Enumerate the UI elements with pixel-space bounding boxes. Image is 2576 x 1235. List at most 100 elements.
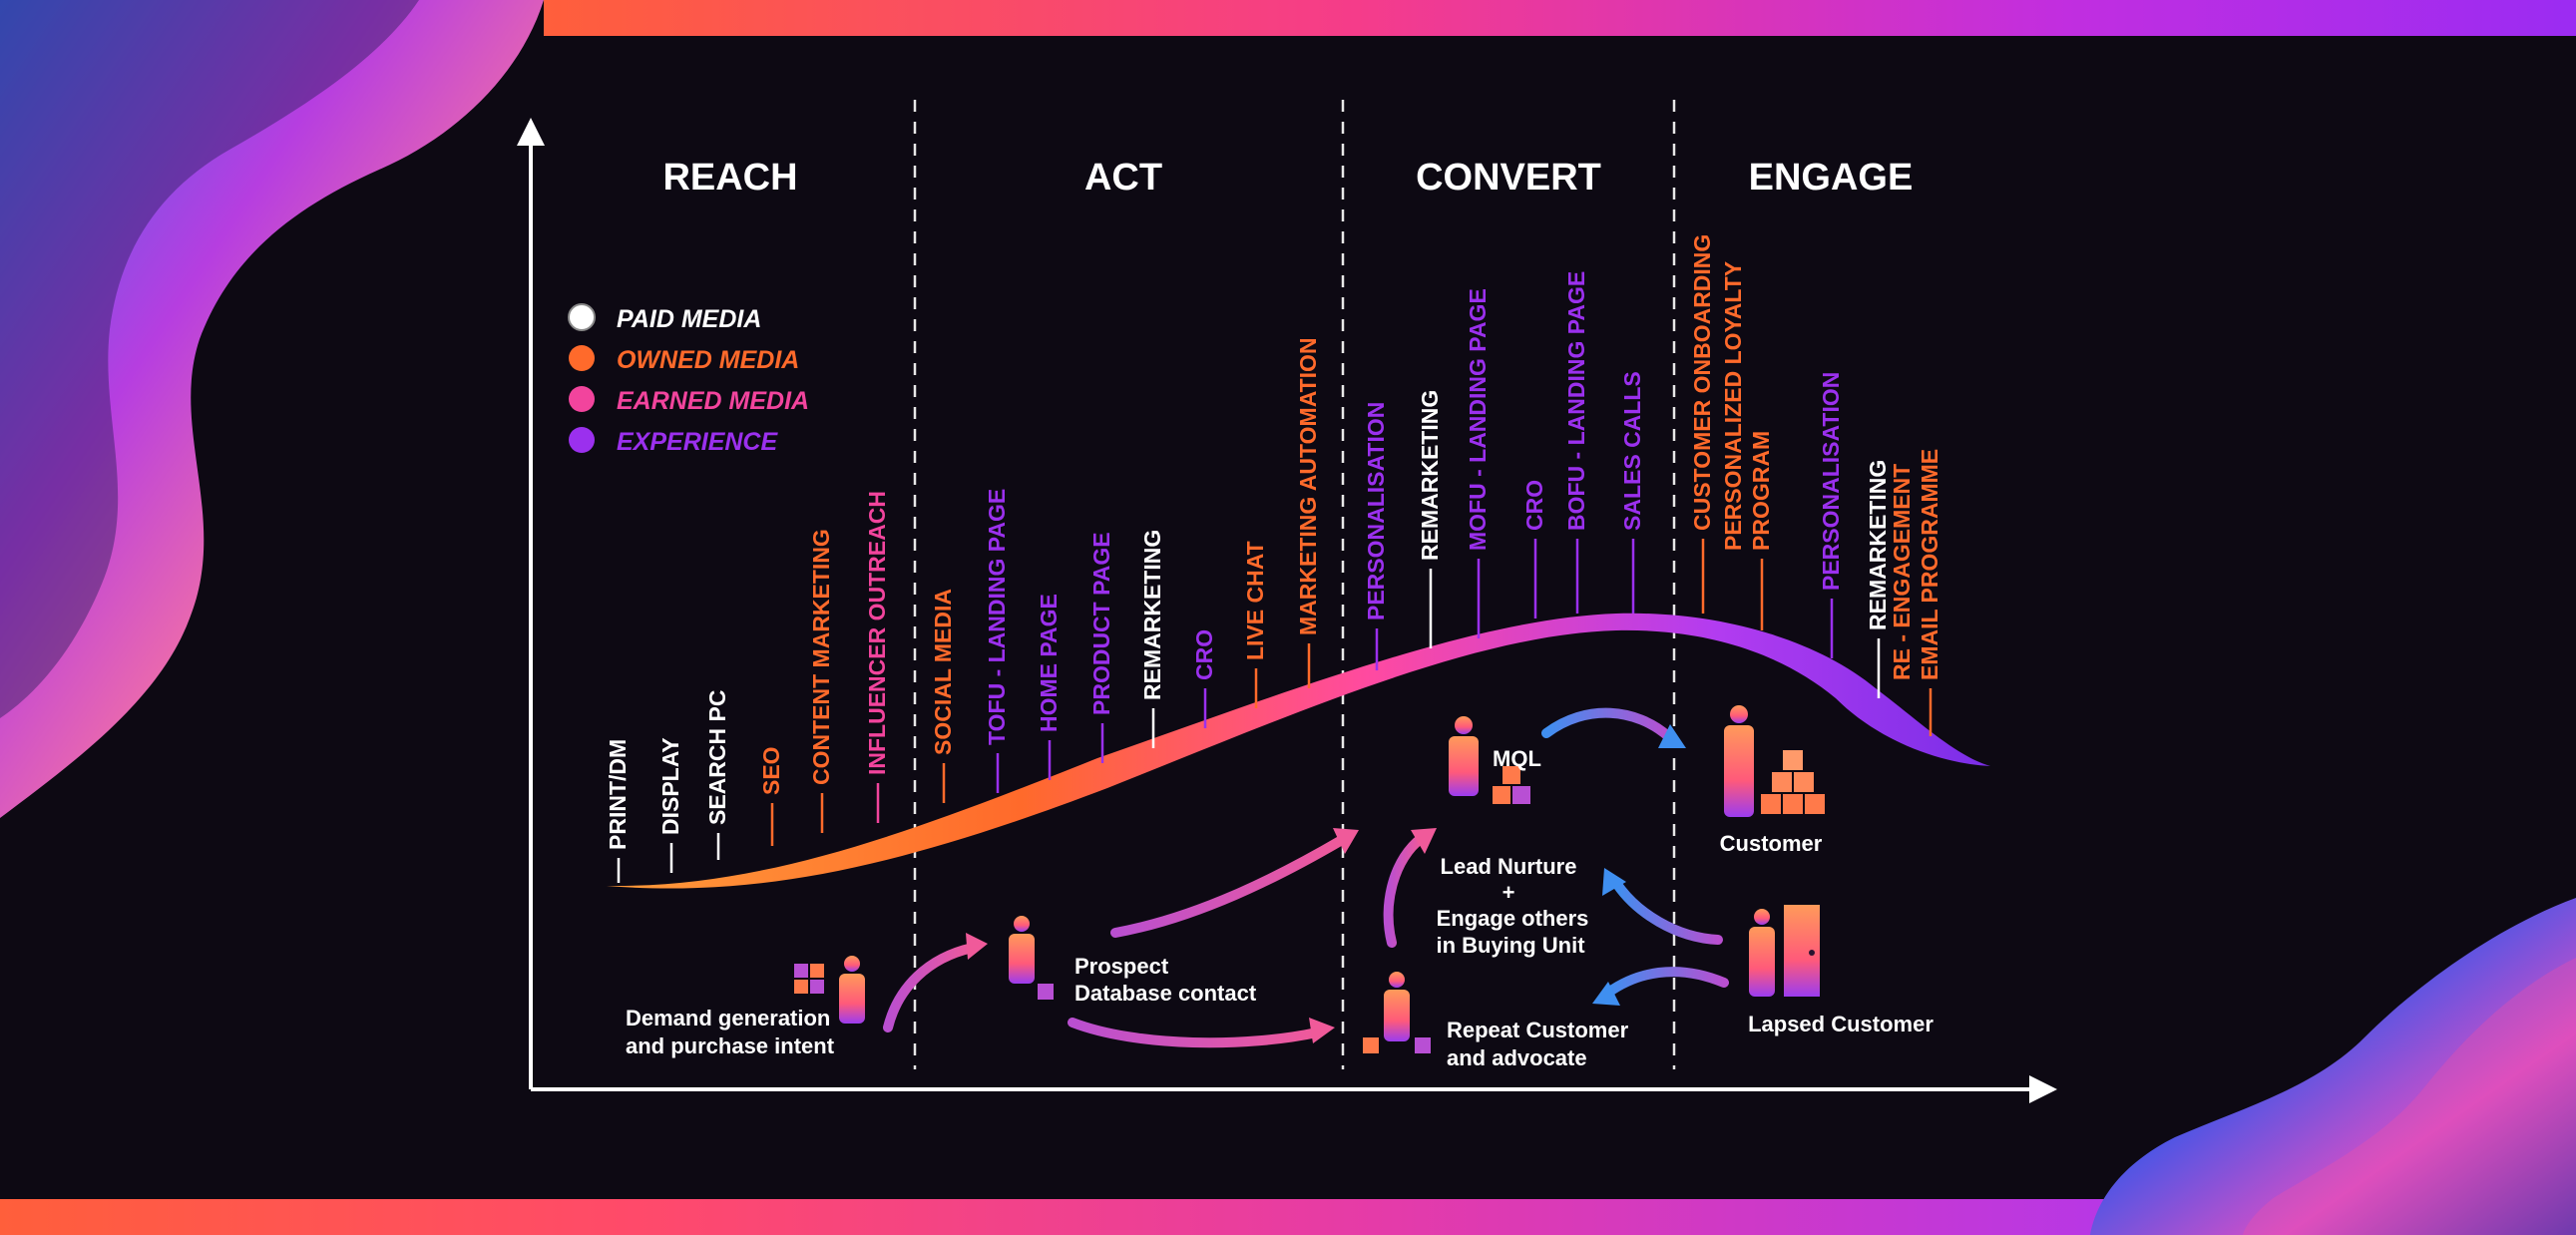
prospect-label-line2: Database contact xyxy=(1074,981,1257,1006)
touchpoint-label: MOFU - LANDING PAGE xyxy=(1465,288,1491,551)
box-icon xyxy=(1805,794,1825,814)
lapsed-label: Lapsed Customer xyxy=(1748,1012,1933,1036)
arrow-nurture-to-mql xyxy=(1383,833,1427,948)
demand-boxes-icon-3 xyxy=(794,980,808,994)
arrow-demand-to-prospect xyxy=(883,943,978,1032)
touchpoint-label: PROGRAM xyxy=(1748,431,1774,551)
customer-label: Customer xyxy=(1720,831,1823,856)
touchpoint-label: SEO xyxy=(758,746,784,795)
legend-label-experience: EXPERIENCE xyxy=(617,428,778,456)
demand-label-line2: and purchase intent xyxy=(626,1033,835,1058)
arrow-prospect-to-repeat xyxy=(1068,1018,1322,1048)
touchpoint-label: RE - ENGAGEMENT xyxy=(1889,464,1915,680)
journey-curve xyxy=(607,613,1990,889)
touchpoint-label: EMAIL PROGRAMME xyxy=(1917,449,1942,680)
bottom-gradient-bar xyxy=(0,1199,2115,1235)
touchpoint-label: PERSONALISATION xyxy=(1363,402,1389,620)
demand-figure xyxy=(794,956,865,1024)
mql-figure xyxy=(1449,716,1530,804)
top-gradient-bar xyxy=(544,0,2576,36)
person-body-icon xyxy=(1749,927,1775,997)
touchpoint-label: CUSTOMER ONBOARDING xyxy=(1689,234,1715,531)
arrow-mql-to-customer-head xyxy=(1658,724,1686,748)
demand-boxes-icon-4 xyxy=(810,980,824,994)
demand-boxes-icon-2 xyxy=(810,964,824,978)
arrow-nurture-to-mql-head xyxy=(1411,828,1437,854)
legend-label-earned: EARNED MEDIA xyxy=(617,387,809,415)
demand-boxes-icon xyxy=(794,964,808,978)
lapsed-figure xyxy=(1749,905,1820,997)
box-icon xyxy=(1783,750,1803,770)
touchpoint-label: REMARKETING xyxy=(1417,390,1443,561)
box-icon xyxy=(1783,794,1803,814)
arrow-lapsed-to-nurture-head xyxy=(1602,868,1626,896)
touchpoint-label: TOFU - LANDING PAGE xyxy=(984,489,1010,745)
touchpoint-label: PRINT/DM xyxy=(605,739,631,850)
touchpoint-label: CRO xyxy=(1191,629,1217,680)
repeat-label-line1: Repeat Customer xyxy=(1447,1018,1629,1042)
mql-label: MQL xyxy=(1493,746,1541,771)
person-body-icon xyxy=(839,974,865,1024)
person-icon xyxy=(1730,705,1748,723)
nurture-label-line4: in Buying Unit xyxy=(1436,933,1585,958)
touchpoint-label: CONTENT MARKETING xyxy=(808,529,834,785)
stage-convert-heading: CONVERT xyxy=(1416,157,1601,199)
touchpoint-label: MARKETING AUTOMATION xyxy=(1295,337,1321,635)
arrow-prospect-to-mql xyxy=(1110,835,1347,938)
arrow-prospect-to-mql-head xyxy=(1333,828,1359,854)
nurture-label-line1: Lead Nurture xyxy=(1441,854,1577,879)
legend-label-owned: OWNED MEDIA xyxy=(617,346,799,374)
touchpoint-label: BOFU - LANDING PAGE xyxy=(1563,271,1589,531)
touchpoint-label: PERSONALISATION xyxy=(1818,372,1844,591)
decorative-blob-bottom-right-highlight xyxy=(2243,958,2576,1235)
arrow-prospect-to-repeat-head xyxy=(1309,1018,1335,1043)
touchpoint-label: HOME PAGE xyxy=(1036,594,1062,732)
touchpoint-group: PRINT/DM DISPLAY SEARCH PC SEO CONTENT MARKE… xyxy=(605,234,1942,883)
touchpoint-label: REMARKETING xyxy=(1865,460,1891,630)
arrow-mql-to-customer xyxy=(1541,707,1673,741)
person-body-icon xyxy=(1449,736,1479,796)
nurture-label-line3: Engage others xyxy=(1437,906,1589,931)
legend-dot-earned xyxy=(569,386,595,412)
person-icon xyxy=(844,956,860,972)
person-icon xyxy=(1455,716,1473,734)
decorative-blob-top-left-highlight xyxy=(0,0,419,718)
touchpoint-label: SALES CALLS xyxy=(1619,371,1645,531)
nurture-label-line2: + xyxy=(1503,880,1515,905)
touchpoint-label: PRODUCT PAGE xyxy=(1088,532,1114,715)
box-icon xyxy=(1512,786,1530,804)
legend-label-paid: PAID MEDIA xyxy=(617,305,761,333)
box-icon xyxy=(1772,772,1792,792)
touchpoint-label: DISPLAY xyxy=(657,737,683,835)
repeat-label-line2: and advocate xyxy=(1447,1045,1587,1070)
box-icon xyxy=(1761,794,1781,814)
touchpoint-label: SOCIAL MEDIA xyxy=(930,589,956,755)
box-icon xyxy=(1503,766,1520,784)
legend-dot-paid xyxy=(568,303,596,331)
person-icon xyxy=(1014,916,1030,932)
decorative-blob-top-left xyxy=(0,0,544,818)
arrow-lapsed-to-nurture xyxy=(1611,878,1723,945)
arrow-demand-to-prospect-head xyxy=(966,933,988,960)
door-icon xyxy=(1784,905,1820,997)
legend-dot-owned xyxy=(569,345,595,371)
touchpoint-label: PERSONALIZED LOYALTY xyxy=(1720,261,1746,551)
touchpoint-label: SEARCH PC xyxy=(704,690,730,825)
touchpoint-label: INFLUENCER OUTREACH xyxy=(864,491,890,775)
demand-label-line1: Demand generation xyxy=(626,1006,830,1030)
repeat-figure xyxy=(1363,972,1431,1053)
box-icon xyxy=(1363,1037,1379,1053)
person-body-icon xyxy=(1384,990,1410,1041)
touchpoint-label: LIVE CHAT xyxy=(1242,541,1268,660)
box-icon xyxy=(1038,984,1054,1000)
person-body-icon xyxy=(1009,934,1035,984)
person-icon xyxy=(1389,972,1405,988)
prospect-figure xyxy=(1009,916,1054,1000)
box-icon xyxy=(1415,1037,1431,1053)
stage-reach-heading: REACH xyxy=(662,157,797,199)
legend: PAID MEDIA OWNED MEDIA EARNED MEDIA EXPE… xyxy=(568,303,809,456)
x-axis-arrowhead xyxy=(2029,1075,2057,1103)
touchpoint-label: CRO xyxy=(1521,480,1547,531)
decorative-blob-bottom-right xyxy=(2090,898,2576,1235)
